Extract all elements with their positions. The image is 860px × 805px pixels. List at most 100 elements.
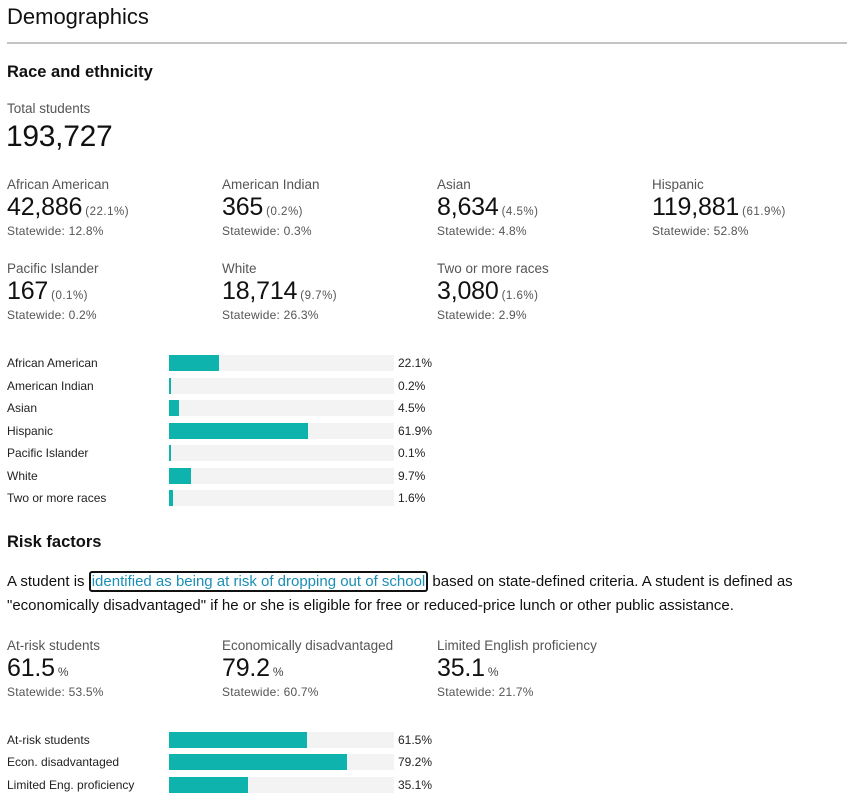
bar-track xyxy=(169,400,394,416)
bar-label: Limited Eng. proficiency xyxy=(7,777,135,792)
bar-value-label: 79.2% xyxy=(398,755,433,770)
stat-percent: (4.5%) xyxy=(501,206,539,218)
statewide-value: Statewide: 52.8% xyxy=(652,224,749,238)
race-bar-row: American Indian 0.2% xyxy=(7,377,447,394)
stat-percent: (9.7%) xyxy=(300,290,338,302)
race-stat: African American 42,886 (22.1%) Statewide: … xyxy=(7,177,217,238)
risk-section-title: Risk factors xyxy=(7,533,102,551)
stat-label: American Indian xyxy=(222,177,320,192)
stat-percent: (1.6%) xyxy=(501,290,539,302)
page-title: Demographics xyxy=(7,4,149,29)
stat-label: Economically disadvantaged xyxy=(222,638,394,653)
bar-value-label: 35.1% xyxy=(398,777,433,792)
total-students-label: Total students xyxy=(7,101,91,116)
bar-label: Two or more races xyxy=(7,491,107,505)
statewide-value: Statewide: 0.3% xyxy=(222,224,312,238)
stat-unit: % xyxy=(57,665,69,679)
statewide-value: Statewide: 26.3% xyxy=(222,308,319,322)
stat-value: 35.1 xyxy=(437,654,485,682)
bar-value-label: 4.5% xyxy=(398,401,426,415)
race-bar-row: African American 22.1% xyxy=(7,355,447,371)
stat-count: 18,714 xyxy=(222,277,298,305)
stat-unit: % xyxy=(487,665,499,679)
bar-track xyxy=(169,355,394,371)
stat-label: Pacific Islander xyxy=(7,261,99,276)
stat-label: Asian xyxy=(437,177,471,192)
bar-track xyxy=(169,445,394,461)
statewide-value: Statewide: 2.9% xyxy=(437,308,527,322)
bar-fill xyxy=(169,445,171,461)
statewide-value: Statewide: 21.7% xyxy=(437,685,534,699)
bar-label: Hispanic xyxy=(7,423,54,438)
stat-label: African American xyxy=(7,177,110,192)
bar-value-label: 61.9% xyxy=(398,423,433,438)
bar-fill xyxy=(169,732,308,748)
total-students-value: 193,727 xyxy=(6,120,113,153)
risk-description-before: A student is xyxy=(7,573,89,590)
risk-bar-row: At-risk students 61.5% xyxy=(7,732,447,748)
bar-track xyxy=(169,490,394,506)
stat-count: 3,080 xyxy=(437,277,499,305)
risk-stat: Economically disadvantaged 79.2% Statewide… xyxy=(222,638,432,699)
at-risk-definition-link[interactable]: identified as being at risk of dropping … xyxy=(88,571,429,592)
bar-label: Econ. disadvantaged xyxy=(7,755,120,770)
stat-label: At-risk students xyxy=(7,638,101,653)
stat-count: 365 xyxy=(222,193,264,221)
stat-count: 42,886 xyxy=(7,193,83,221)
stat-label: Limited English proficiency xyxy=(437,638,597,653)
bar-value-label: 0.2% xyxy=(398,378,426,393)
race-bar-row: Pacific Islander 0.1% xyxy=(7,445,447,461)
race-stat: Hispanic 119,881 (61.9%) Statewide: 52.8% xyxy=(652,177,860,238)
statewide-value: Statewide: 4.8% xyxy=(437,224,527,238)
bar-fill xyxy=(169,355,219,371)
title-divider xyxy=(7,42,847,44)
stat-label: Two or more races xyxy=(437,261,549,276)
bar-value-label: 0.1% xyxy=(398,446,426,460)
bar-fill xyxy=(169,400,180,416)
bar-label: African American xyxy=(7,356,98,370)
bar-label: Asian xyxy=(7,401,38,415)
race-stat: Two or more races 3,080 (1.6%) Statewide: 2… xyxy=(437,261,647,322)
bar-label: Pacific Islander xyxy=(7,446,89,460)
race-stat: Asian 8,634 (4.5%) Statewide: 4.8% xyxy=(437,177,647,238)
bar-label: At-risk students xyxy=(7,733,90,747)
stat-label: White xyxy=(222,261,257,276)
stat-value: 79.2 xyxy=(222,654,270,682)
risk-bar-row: Econ. disadvantaged 79.2% xyxy=(7,754,447,771)
bar-track xyxy=(169,754,394,771)
race-bar-row: Two or more races 1.6% xyxy=(7,490,447,506)
bar-label: White xyxy=(7,468,38,483)
race-stat: White 18,714 (9.7%) Statewide: 26.3% xyxy=(222,261,432,322)
race-bar-row: White 9.7% xyxy=(7,467,447,484)
risk-description: A student is identified as being at risk… xyxy=(7,570,852,618)
statewide-value: Statewide: 0.2% xyxy=(7,308,97,322)
race-bar-row: Asian 4.5% xyxy=(7,400,447,416)
stat-percent: (0.2%) xyxy=(266,206,303,218)
stat-percent: (0.1%) xyxy=(51,290,88,302)
bar-track xyxy=(169,467,394,484)
statewide-value: Statewide: 60.7% xyxy=(222,685,319,699)
statewide-value: Statewide: 53.5% xyxy=(7,685,104,699)
bar-track xyxy=(169,732,394,748)
stat-percent: (22.1%) xyxy=(85,206,130,218)
stat-count: 119,881 xyxy=(652,193,740,221)
race-stat: American Indian 365 (0.2%) Statewide: 0.3% xyxy=(222,177,432,238)
bar-fill xyxy=(169,776,248,793)
stat-count: 167 xyxy=(7,277,49,305)
statewide-value: Statewide: 12.8% xyxy=(7,224,104,238)
stat-count: 8,634 xyxy=(437,193,499,221)
stat-unit: % xyxy=(272,665,284,679)
risk-stat: Limited English proficiency 35.1% Statewid… xyxy=(437,638,647,699)
bar-value-label: 61.5% xyxy=(398,733,433,747)
bar-track xyxy=(169,377,394,394)
bar-label: American Indian xyxy=(7,378,94,393)
race-section-title: Race and ethnicity xyxy=(7,63,153,81)
bar-track xyxy=(169,422,394,439)
stat-label: Hispanic xyxy=(652,177,704,192)
stat-percent: (61.9%) xyxy=(742,206,786,218)
stat-value: 61.5 xyxy=(7,654,55,682)
bar-fill xyxy=(169,377,171,394)
bar-fill xyxy=(169,754,348,771)
risk-stat: At-risk students 61.5% Statewide: 53.5% xyxy=(7,638,217,699)
bar-fill xyxy=(169,467,191,484)
